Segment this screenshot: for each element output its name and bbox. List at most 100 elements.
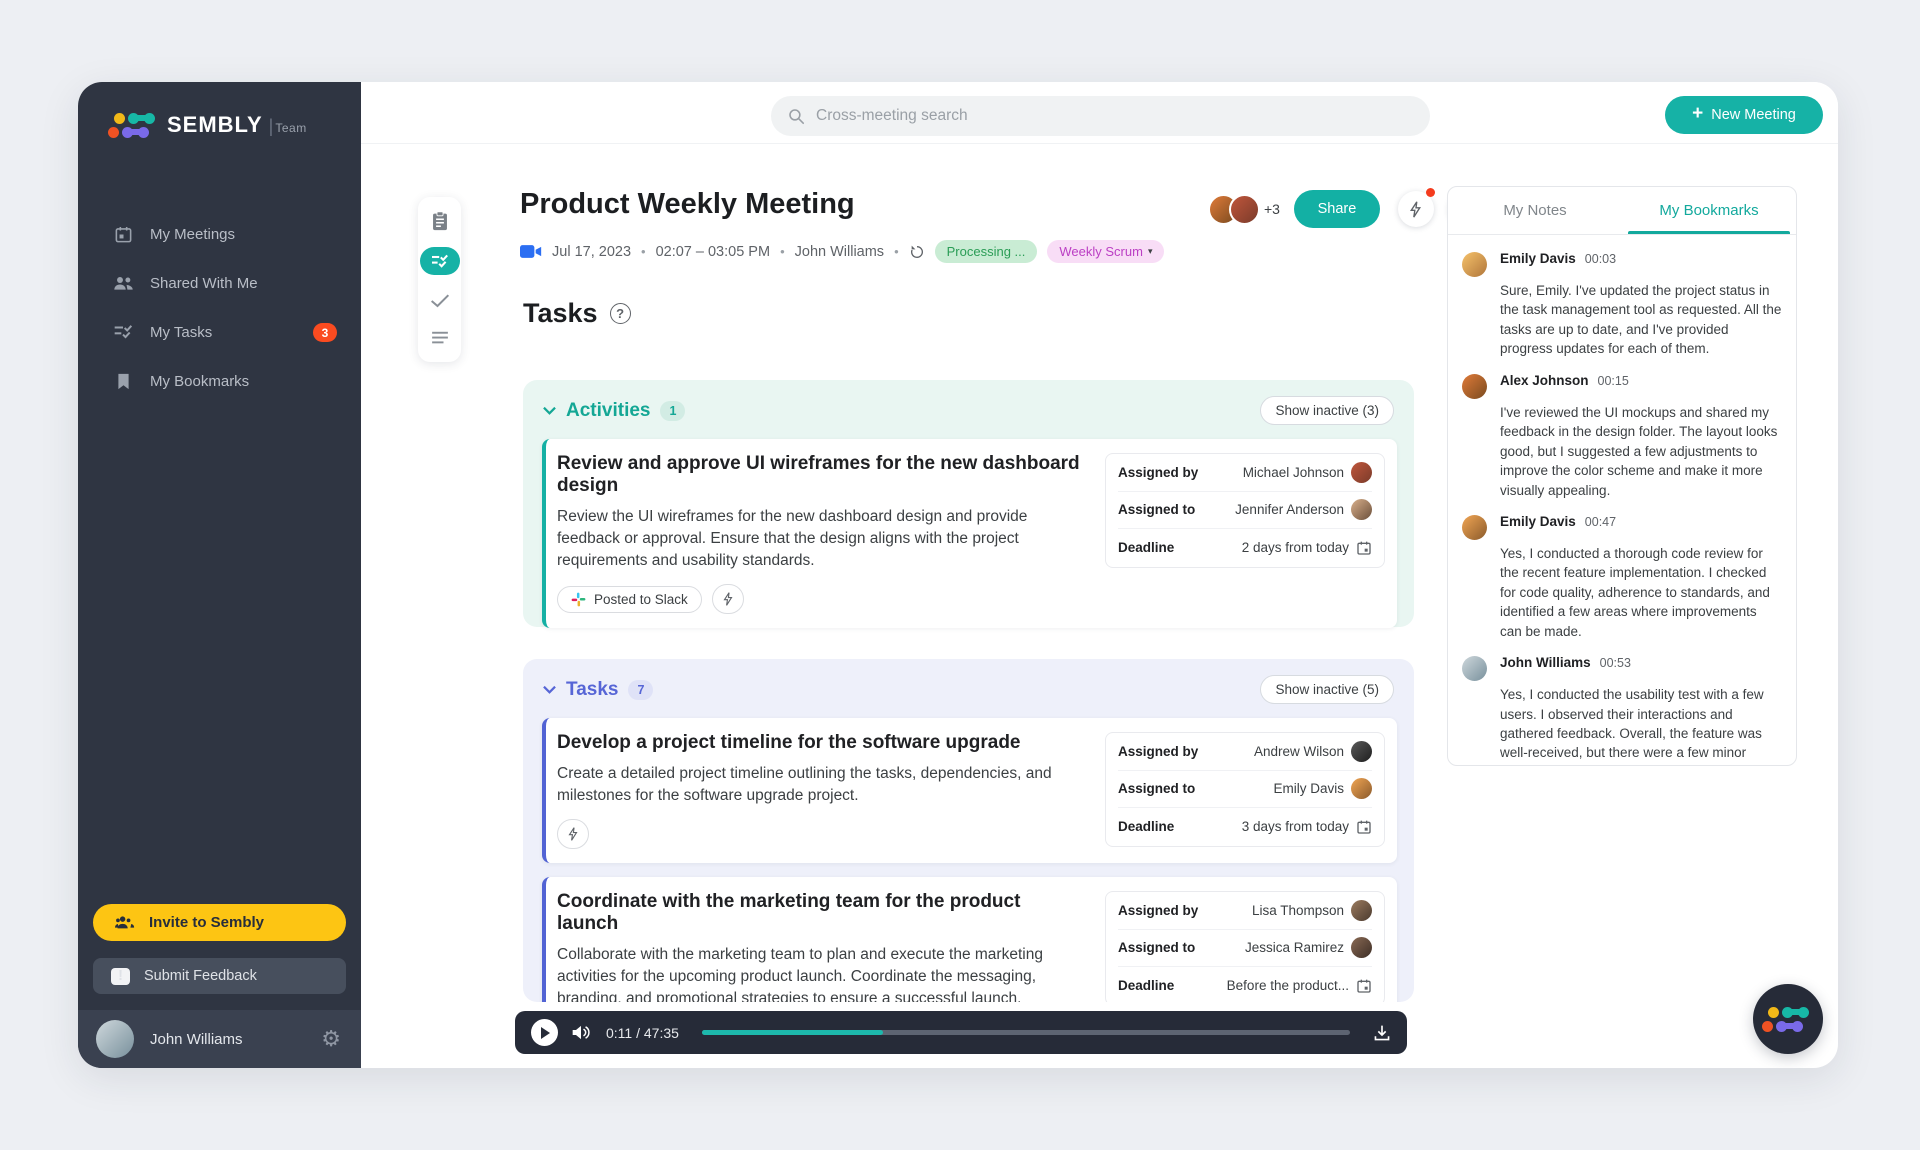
user-avatar [96, 1020, 134, 1058]
transcript-lines-icon[interactable] [423, 326, 457, 350]
meeting-notes-clipboard-icon[interactable] [423, 209, 457, 233]
tasks-heading: Tasks [523, 298, 598, 328]
notes-panel: My Notes My Bookmarks Emily Davis 00:03 … [1447, 186, 1797, 766]
tasks-section-toggle[interactable]: Tasks 7 [543, 679, 654, 701]
meeting-title: Product Weekly Meeting [520, 188, 855, 220]
sidebar-item-my-bookmarks[interactable]: My Bookmarks [78, 357, 361, 406]
view-switcher-toolbar [418, 197, 461, 362]
meeting-meta-row: Jul 17, 2023 • 02:07 – 03:05 PM • John W… [520, 240, 1165, 263]
posted-to-slack-pill[interactable]: Posted to Slack [557, 585, 702, 613]
participant-avatars[interactable] [1208, 193, 1260, 225]
comment-timestamp[interactable]: 00:03 [1584, 252, 1617, 266]
avatar [1462, 514, 1487, 540]
tasks-view-button[interactable] [419, 246, 460, 275]
volume-icon[interactable] [571, 1024, 591, 1041]
deadline-value: Before the product... [1226, 978, 1349, 994]
search-input[interactable] [816, 107, 1414, 125]
download-icon[interactable] [1373, 1024, 1391, 1042]
meeting-tag-dropdown[interactable]: Weekly Scrum ▾ [1047, 240, 1165, 263]
assigned-to-name: Jessica Ramirez [1244, 940, 1344, 956]
assigned-to-row: Assigned to Emily Davis [1118, 771, 1372, 808]
bolt-action-button[interactable] [711, 584, 744, 614]
seek-bar[interactable] [701, 1030, 1350, 1035]
help-icon[interactable]: ? [609, 303, 631, 324]
user-name: John Williams [150, 1030, 243, 1048]
show-inactive-activities-button[interactable]: Show inactive (3) [1260, 396, 1394, 425]
people-icon [112, 273, 134, 295]
topbar: + New Meeting [361, 82, 1838, 144]
chevron-down-icon [543, 406, 556, 415]
bookmark-icon [112, 371, 134, 393]
tab-my-bookmarks[interactable]: My Bookmarks [1622, 187, 1796, 234]
status-badge: Processing ... [934, 240, 1038, 263]
deadline-value: 3 days from today [1241, 819, 1349, 835]
avatar [1351, 461, 1372, 483]
avatar [1351, 899, 1372, 921]
tab-my-notes[interactable]: My Notes [1503, 202, 1567, 219]
bolt-action-button[interactable] [557, 819, 589, 849]
comment-text: I've reviewed the UI mockups and shared … [1500, 404, 1778, 498]
calendar-icon [1356, 819, 1372, 835]
user-profile-row[interactable]: John Williams ⚙ [78, 1010, 361, 1068]
task-title: Coordinate with the marketing team for t… [557, 891, 1021, 934]
sembly-assistant-bubble[interactable] [1753, 984, 1823, 1054]
play-icon [541, 1026, 550, 1039]
invite-to-sembly-button[interactable]: Invite to Sembly [93, 904, 346, 941]
sidebar-item-shared-with-me[interactable]: Shared With Me [78, 259, 361, 308]
assigned-by-row: Assigned by Michael Johnson [1118, 454, 1372, 492]
assigned-by-name: Andrew Wilson [1253, 743, 1344, 759]
calendar-icon [1356, 978, 1372, 994]
assigned-by-name: Lisa Thompson [1251, 902, 1344, 918]
decisions-check-icon[interactable] [423, 289, 457, 313]
task-list-icon [112, 322, 134, 344]
meeting-header-controls: +3 Share ⋮ [1208, 188, 1484, 228]
sidebar-item-label: My Bookmarks [150, 373, 250, 390]
task-description: Collaborate with the marketing team to p… [557, 946, 1043, 1002]
comment-timestamp[interactable]: 00:53 [1599, 656, 1631, 671]
tasks-count-badge: 7 [628, 679, 654, 700]
comment-timestamp[interactable]: 00:47 [1584, 514, 1617, 529]
new-meeting-button[interactable]: + New Meeting [1665, 96, 1823, 134]
comment-timestamp[interactable]: 00:15 [1597, 373, 1629, 388]
my-tasks-badge: 3 [313, 323, 337, 342]
sidebar-item-my-tasks[interactable]: My Tasks 3 [78, 308, 361, 357]
assigned-by-row: Assigned by Andrew Wilson [1118, 733, 1372, 771]
brand-suffix: Team [275, 121, 307, 135]
comment-item[interactable]: John Williams 00:53 Yes, I conducted the… [1462, 655, 1782, 765]
settings-gear-icon[interactable]: ⚙ [321, 1026, 341, 1051]
sidebar-item-label: Shared With Me [150, 275, 258, 292]
share-button[interactable]: Share [1293, 190, 1380, 228]
comment-item[interactable]: Emily Davis 00:47 Yes, I conducted a tho… [1462, 514, 1782, 641]
task-card[interactable]: Coordinate with the marketing team for t… [542, 877, 1397, 1002]
task-card[interactable]: Develop a project timeline for the softw… [542, 718, 1397, 863]
cross-meeting-search[interactable] [771, 96, 1430, 136]
play-button[interactable] [531, 1019, 558, 1046]
show-inactive-tasks-button[interactable]: Show inactive (5) [1260, 675, 1394, 704]
assigned-by-row: Assigned by Lisa Thompson [1118, 892, 1372, 930]
comment-item[interactable]: Emily Davis 00:03 Sure, Emily. I've upda… [1462, 251, 1782, 359]
comment-text: Yes, I conducted the usability test with… [1500, 687, 1765, 765]
comment-author: Emily Davis [1500, 251, 1576, 266]
calendar-icon [1356, 540, 1372, 556]
activity-card[interactable]: Review and approve UI wireframes for the… [542, 439, 1397, 628]
page-heading: Tasks ? [523, 298, 631, 329]
sidebar-item-my-meetings[interactable]: My Meetings [78, 210, 361, 259]
avatar [1351, 937, 1372, 959]
task-details: Assigned by Andrew Wilson Assigned to Em… [1105, 732, 1385, 847]
video-camera-icon [520, 244, 542, 259]
task-title: Develop a project timeline for the softw… [557, 732, 1021, 753]
activities-section-toggle[interactable]: Activities 1 [543, 400, 686, 422]
deadline-row: Deadline 2 days from today [1118, 529, 1372, 567]
comment-item[interactable]: Alex Johnson 00:15 I've reviewed the UI … [1462, 373, 1782, 500]
bookmarks-comment-list: Emily Davis 00:03 Sure, Emily. I've upda… [1448, 235, 1796, 765]
sembly-logo-icon [1761, 1006, 1809, 1032]
audio-player: 0:11 / 47:35 [515, 1011, 1407, 1054]
submit-feedback-button[interactable]: ! Submit Feedback [93, 958, 346, 994]
automations-bolt-button[interactable] [1397, 188, 1435, 227]
comment-author: John Williams [1500, 655, 1591, 671]
meeting-time: 02:07 – 03:05 PM [655, 243, 771, 260]
more-participants-count[interactable]: +3 [1264, 201, 1280, 217]
refresh-icon[interactable] [909, 244, 925, 260]
avatar [1229, 193, 1260, 225]
assigned-to-name: Emily Davis [1273, 781, 1344, 797]
